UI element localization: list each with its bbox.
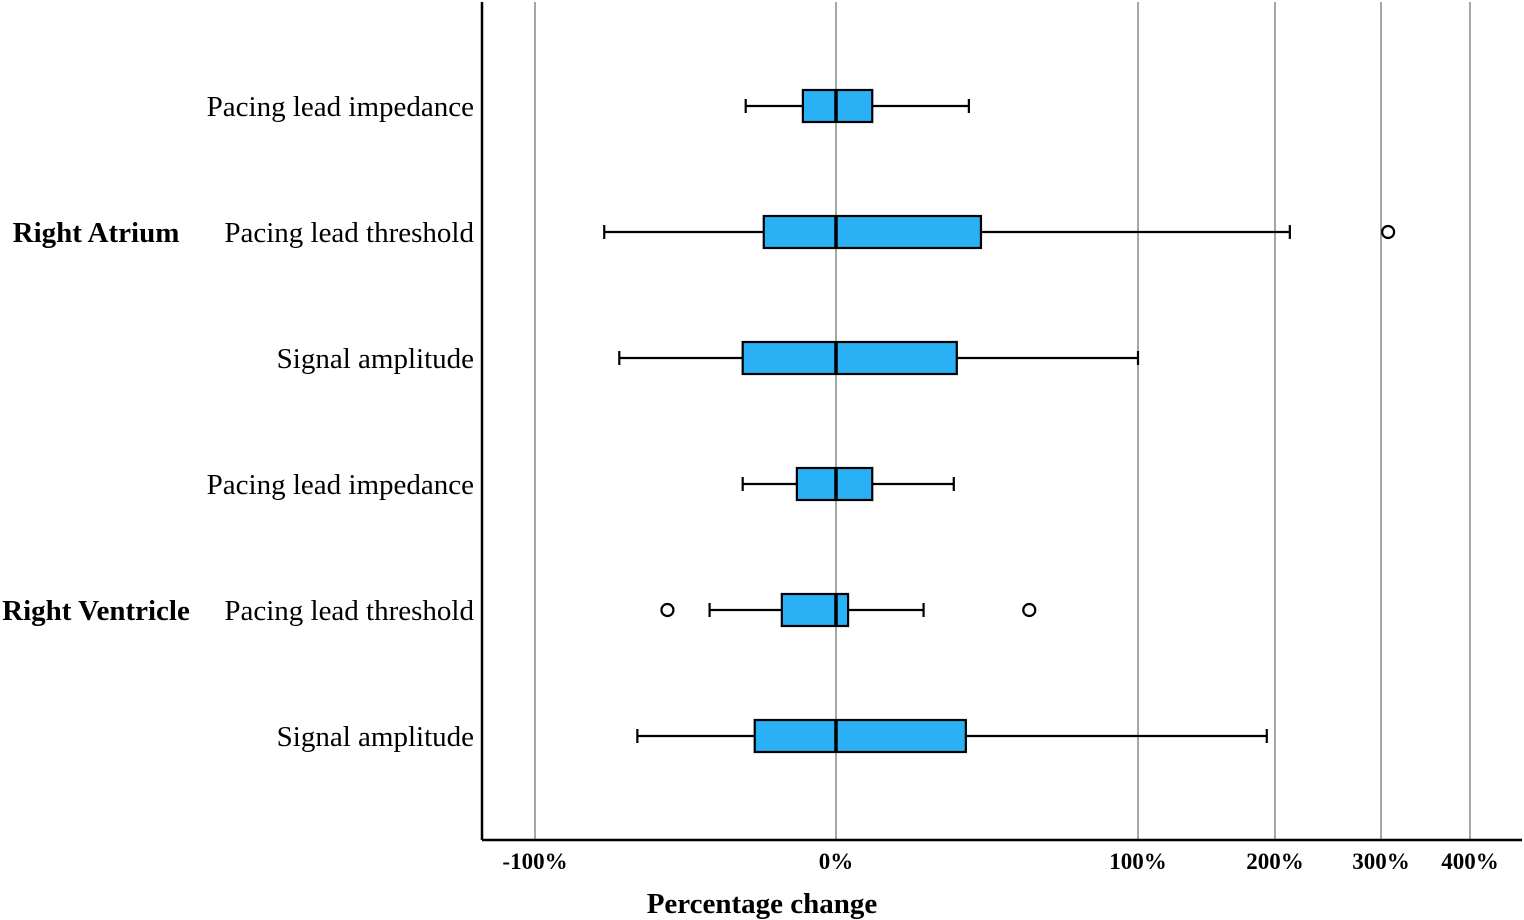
x-axis-title: Percentage change xyxy=(647,888,878,920)
row-label: Pacing lead impedance xyxy=(207,469,474,501)
x-tick-label: 200% xyxy=(1246,849,1304,874)
box-row xyxy=(741,466,955,502)
outlier-point xyxy=(1022,602,1037,618)
outlier-point xyxy=(660,602,675,618)
box-row xyxy=(636,718,1268,754)
iqr-box xyxy=(753,718,967,754)
row-label: Pacing lead threshold xyxy=(224,217,474,249)
iqr-box xyxy=(741,340,958,376)
box-series xyxy=(603,88,1396,754)
outlier-point xyxy=(1381,224,1396,240)
row-label: Signal amplitude xyxy=(277,721,474,753)
box-row xyxy=(618,340,1140,376)
group-label: Right Atrium xyxy=(13,217,180,249)
row-label: Signal amplitude xyxy=(277,343,474,375)
box-row xyxy=(744,88,970,124)
axes xyxy=(480,2,1522,842)
category-labels: Pacing lead impedance Pacing lead thresho… xyxy=(2,91,474,753)
x-tick-label: -100% xyxy=(502,849,567,874)
x-tick-label: 0% xyxy=(819,849,854,874)
box-row xyxy=(660,592,1037,628)
x-tick-label: 100% xyxy=(1109,849,1167,874)
row-label: Pacing lead threshold xyxy=(224,595,474,627)
row-label: Pacing lead impedance xyxy=(207,91,474,123)
grid-lines xyxy=(534,2,1471,840)
x-tick-label: 400% xyxy=(1441,849,1499,874)
iqr-box xyxy=(780,592,850,628)
group-label: Right Ventricle xyxy=(2,595,190,627)
box-row xyxy=(603,214,1396,250)
x-tick-label: 300% xyxy=(1352,849,1410,874)
iqr-box xyxy=(762,214,983,250)
x-tick-labels: -100% 0% 100% 200% 300% 400% xyxy=(502,849,1498,874)
